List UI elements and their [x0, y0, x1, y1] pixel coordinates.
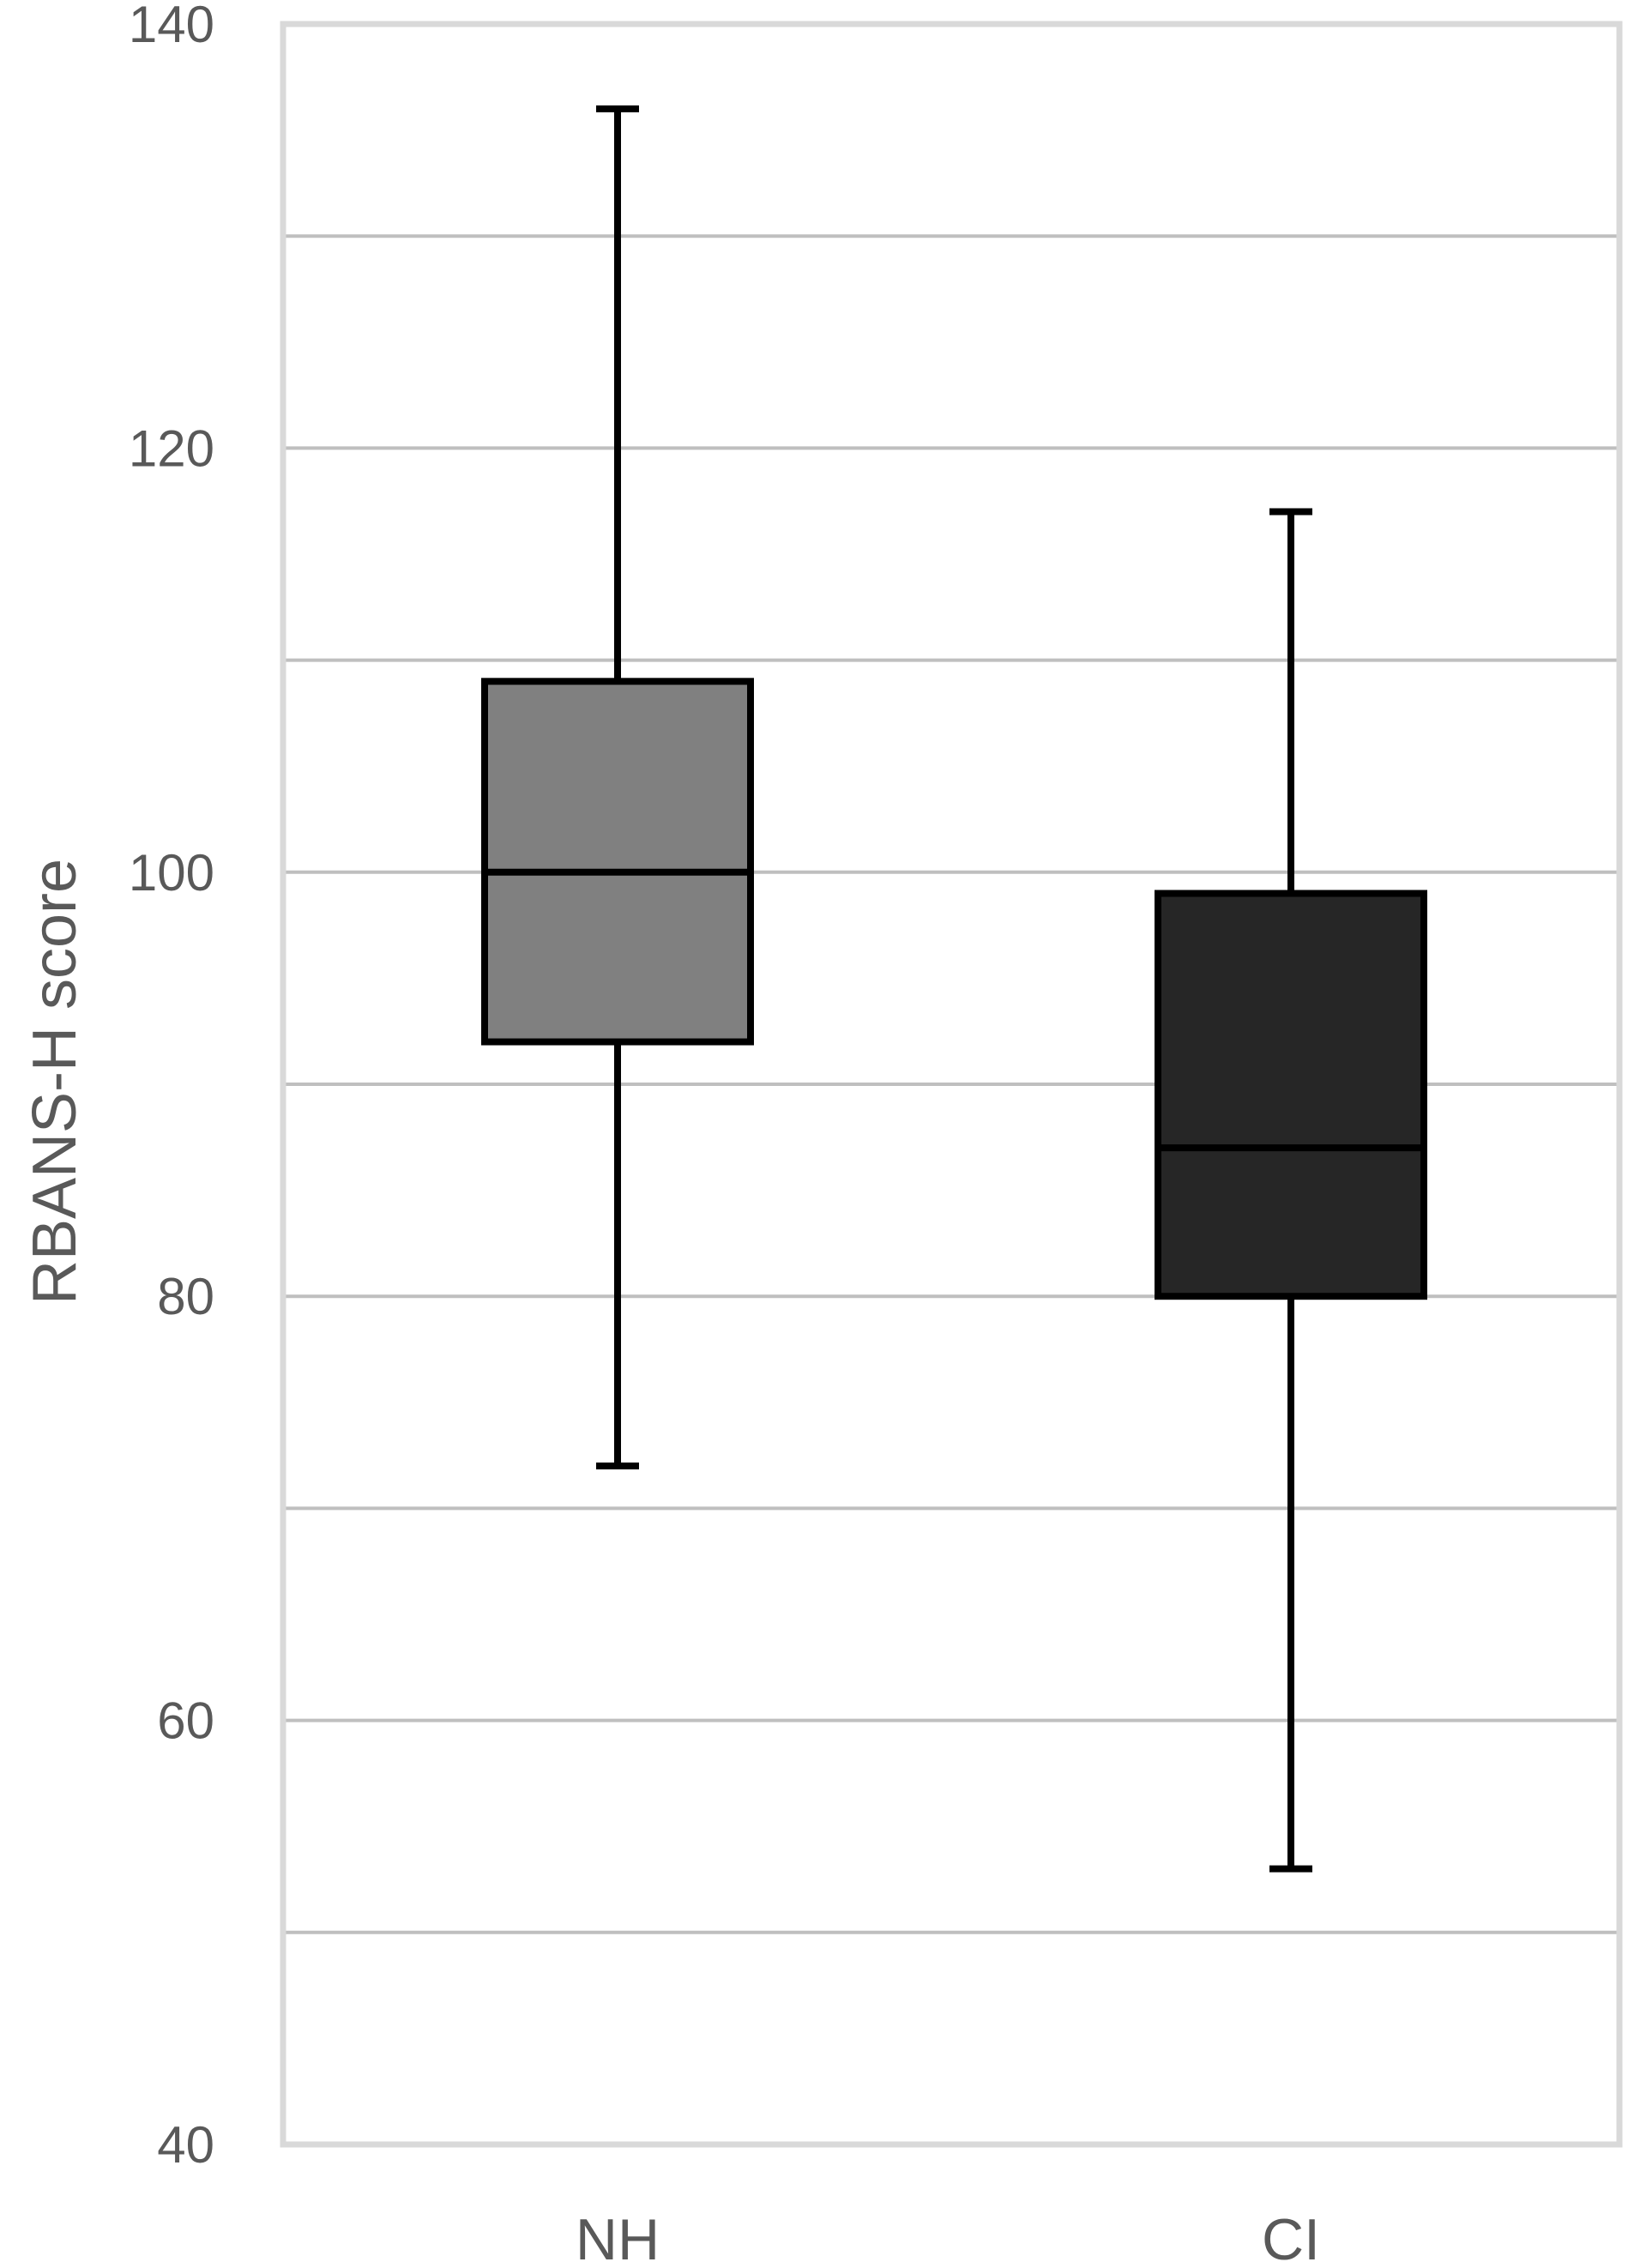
y-tick-labels: 40 60 80 100 120 140	[129, 0, 214, 2174]
y-tick-label: 120	[129, 419, 214, 477]
iqr-box	[481, 678, 754, 1046]
y-tick-label: 60	[157, 1692, 214, 1750]
x-category-labels: NH CI	[576, 2207, 1320, 2268]
x-category-label: NH	[576, 2207, 660, 2268]
box-nh	[481, 105, 754, 1469]
y-tick-label: 100	[129, 844, 214, 902]
plot-frame	[280, 21, 1623, 2148]
box-ci	[1155, 508, 1427, 1873]
boxes	[481, 105, 1427, 1873]
y-tick-label: 80	[157, 1268, 214, 1325]
x-category-label: CI	[1262, 2207, 1320, 2268]
y-tick-label: 40	[157, 2116, 214, 2174]
y-axis-title: RBANS-H score	[21, 859, 89, 1305]
y-tick-label: 140	[129, 0, 214, 53]
iqr-box	[1155, 890, 1427, 1300]
